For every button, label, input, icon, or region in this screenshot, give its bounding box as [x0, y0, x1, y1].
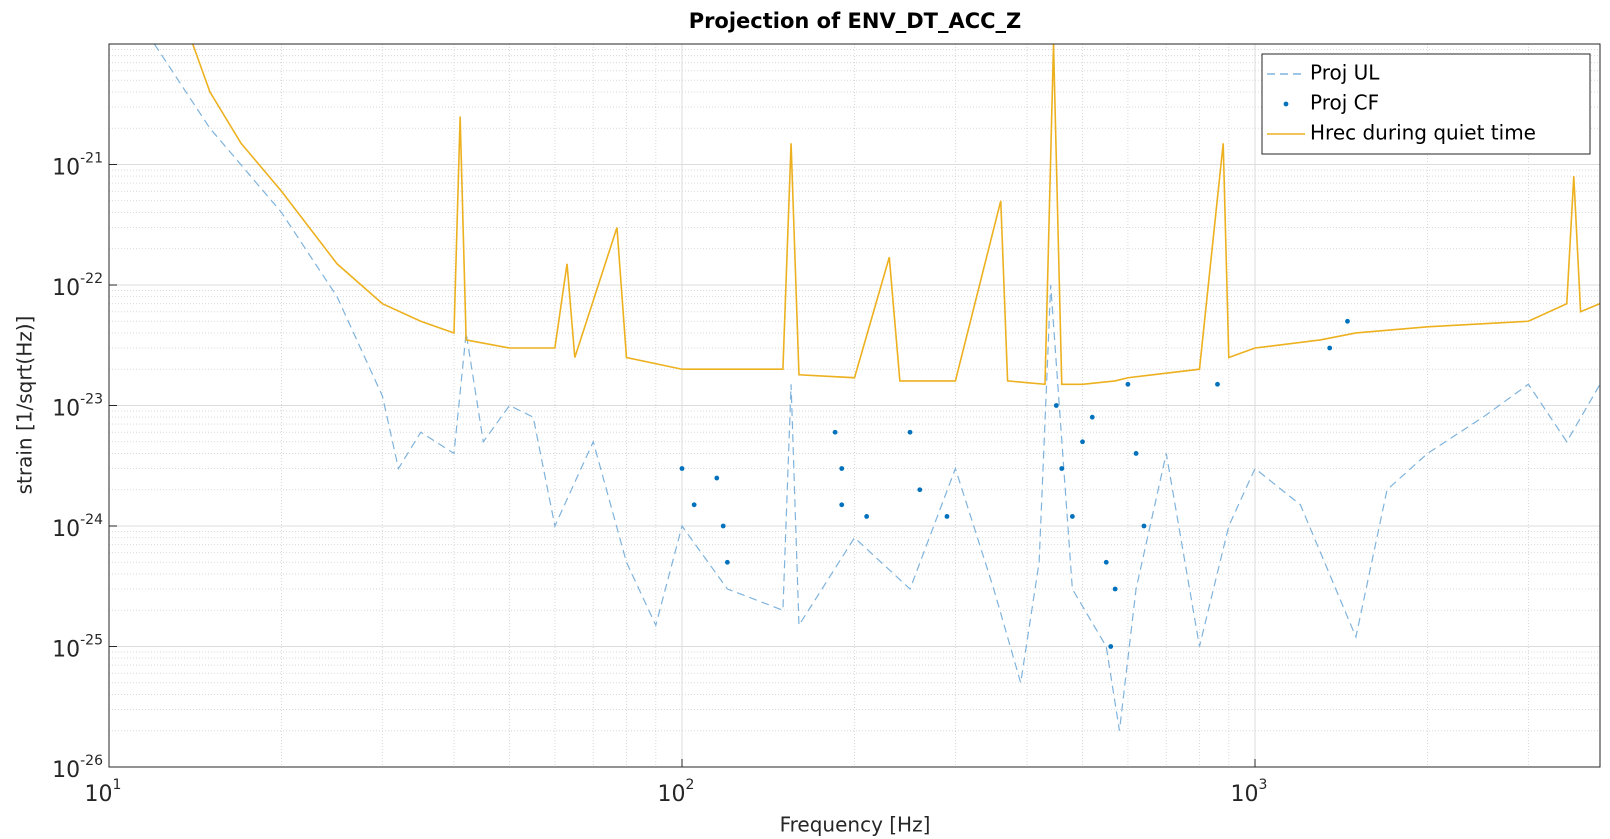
- y-tick-exponent: -25: [80, 633, 103, 649]
- y-tick-exponent: -22: [80, 271, 103, 287]
- x-tick-label: 101: [85, 777, 122, 807]
- y-tick-base: 10: [52, 397, 80, 422]
- y-tick-base: 10: [52, 156, 80, 181]
- legend-label: Hrec during quiet time: [1310, 121, 1536, 145]
- y-tick-exponent: -24: [80, 512, 103, 528]
- data-point: [907, 429, 913, 435]
- y-tick-label: 10-23: [52, 392, 103, 422]
- y-tick-exponent: -23: [80, 392, 103, 408]
- y-tick-base: 10: [52, 517, 80, 542]
- data-point: [1215, 381, 1220, 387]
- chart-title: Projection of ENV_DT_ACC_Z: [689, 9, 1022, 33]
- data-point: [1053, 403, 1059, 408]
- y-tick-base: 10: [52, 638, 80, 663]
- data-point: [724, 559, 730, 565]
- legend-label: Proj UL: [1310, 61, 1380, 85]
- data-point: [1080, 439, 1085, 445]
- data-point: [832, 429, 838, 435]
- y-tick-exponent: -26: [80, 753, 103, 769]
- x-tick-exponent: 3: [1259, 777, 1268, 793]
- legend-label: Proj CF: [1310, 91, 1379, 115]
- data-point: [839, 502, 845, 508]
- y-axis-label: strain [1/sqrt(Hz)]: [13, 316, 37, 495]
- y-tick-label: 10-25: [52, 633, 103, 663]
- x-tick-exponent: 1: [113, 777, 122, 793]
- x-tick-base: 10: [658, 782, 686, 807]
- series-line: [191, 44, 1600, 386]
- data-point: [839, 466, 845, 471]
- legend-swatch: [1283, 101, 1289, 107]
- data-point: [1089, 414, 1095, 420]
- data-point: [1059, 466, 1065, 471]
- x-tick-label: 102: [658, 777, 695, 807]
- y-tick-label: 10-22: [52, 271, 103, 301]
- y-tick-exponent: -21: [80, 151, 103, 167]
- data-point: [679, 466, 685, 471]
- data-point: [1112, 586, 1118, 592]
- y-tick-base: 10: [52, 276, 80, 301]
- data-point: [1141, 523, 1147, 529]
- data-point: [864, 514, 870, 519]
- data-point: [691, 502, 697, 508]
- y-tick-label: 10-21: [52, 151, 103, 181]
- x-tick-base: 10: [85, 782, 113, 807]
- legend: Proj UL Proj CF Hrec during quiet time: [1261, 53, 1591, 155]
- data-point: [1327, 345, 1333, 351]
- data-point: [720, 523, 726, 529]
- series-line: [153, 44, 1600, 731]
- data-point: [1125, 381, 1131, 387]
- x-tick-label: 103: [1231, 777, 1268, 807]
- data-point: [1345, 318, 1350, 324]
- plot: [153, 44, 1600, 731]
- data-point: [1108, 644, 1114, 649]
- data-point: [1069, 514, 1075, 519]
- data-point: [1103, 559, 1109, 565]
- x-axis-label: Frequency [Hz]: [780, 813, 931, 837]
- data-point: [714, 475, 720, 481]
- y-tick-base: 10: [52, 758, 80, 783]
- data-point: [1133, 451, 1139, 456]
- legend-box: [1261, 53, 1591, 155]
- y-tick-label: 10-26: [52, 753, 103, 783]
- y-tick-label: 10-24: [52, 512, 103, 542]
- x-tick-base: 10: [1231, 782, 1259, 807]
- x-tick-exponent: 2: [686, 777, 695, 793]
- data-point: [917, 487, 923, 493]
- data-point: [944, 514, 950, 519]
